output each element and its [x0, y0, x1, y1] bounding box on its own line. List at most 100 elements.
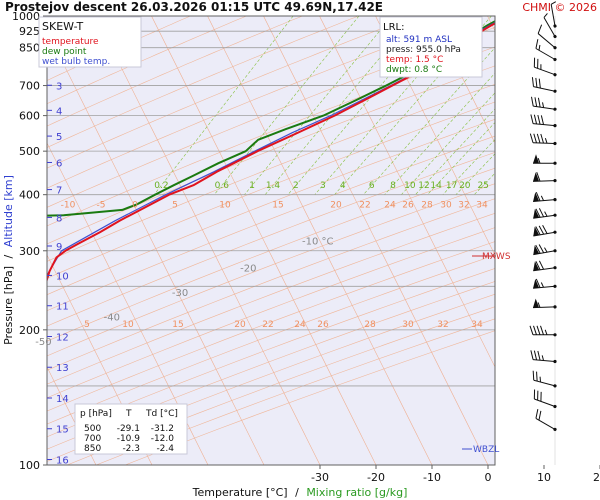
mixing-ratio-label: 8 [390, 181, 396, 191]
table-header-p: p [hPa] [80, 409, 112, 419]
wind-barbs [529, 1, 557, 465]
altitude-tick-label: 7 [56, 186, 62, 197]
lrl-pressure: press: 955.0 hPa [386, 45, 461, 55]
wind-barb-staff [550, 4, 556, 27]
altitude-tick-label: 4 [56, 106, 62, 117]
wind-barb-staff [534, 66, 556, 76]
adiabat-label: 10 [219, 201, 231, 211]
wind-barb-flag [535, 244, 541, 254]
wind-barb-flag [536, 172, 541, 182]
altitude-tick-label: 15 [56, 425, 69, 436]
table-row-850-td: -2.4 [156, 444, 174, 454]
dry-adiabat-line [47, 183, 495, 357]
wind-barb-pennant [533, 245, 540, 255]
grid-labels: -80 °C-70-60-50-40-30-20-10 °C5101520222… [35, 181, 489, 348]
table-header-t: T [125, 409, 132, 419]
adiabat-label: 22 [359, 201, 370, 211]
wind-barb-staff [534, 398, 556, 407]
wind-barb-flag [540, 391, 542, 402]
dry-adiabat-line [47, 16, 416, 169]
wind-barb-flag [535, 409, 539, 419]
wind-barb-flag [542, 225, 548, 234]
wbzl-label: WBZL [473, 445, 499, 455]
table-row-500-p: 500 [84, 424, 101, 434]
mixing-ratio-label: 1.4 [266, 181, 281, 191]
wind-barb [531, 77, 557, 93]
dry-adiabat-line [47, 101, 495, 279]
table-row-500-td: -31.2 [151, 424, 174, 434]
wind-barb-staff [532, 142, 556, 144]
wind-barb-half-flag [539, 376, 542, 383]
wind-barb [533, 278, 557, 289]
lrl-title: LRL: [383, 22, 404, 33]
wind-barb-flag [537, 350, 541, 361]
wind-barb-half-flag [541, 355, 545, 361]
wind-barb-flag [538, 208, 545, 218]
mixing-ratio-line [264, 16, 416, 195]
wind-barb-flag [535, 208, 541, 218]
wind-barb-flag [535, 77, 538, 88]
wind-barb-pennant [533, 226, 540, 237]
mixing-ratio-label: 2 [293, 181, 299, 191]
wind-barb-flag [540, 133, 544, 144]
temperature-tick-label: 0 [485, 471, 492, 484]
wind-barb [529, 325, 557, 337]
adiabat-label: 24 [384, 201, 396, 211]
wind-barb [533, 225, 557, 237]
altitude-tick-label: 10 [56, 271, 69, 282]
mixing-ratio-line [214, 16, 360, 195]
lrl-temperature: temp: 1.5 °C [386, 55, 443, 65]
wind-barb [531, 96, 557, 111]
wind-barb-half-flag [537, 158, 541, 164]
wind-barb-staff [533, 199, 556, 203]
dry-adiabat-line [47, 227, 495, 399]
wind-barb [532, 370, 557, 388]
levels-table: p [hPa] T Td [°C] 500 -29.1 -31.2 700 -1… [74, 403, 188, 455]
temperature-tick-label: 10 [537, 471, 551, 484]
wind-barb-flag [540, 325, 544, 335]
isotherm-line [95, 16, 321, 465]
wind-barb-staff [533, 123, 556, 127]
wind-barb-staff [533, 86, 556, 92]
mixing-ratio-label: 6 [369, 181, 375, 191]
wind-barb [532, 298, 557, 309]
adiabat-label: 15 [172, 320, 183, 330]
isotherm-line [47, 254, 153, 465]
adiabat-label: -5 [97, 201, 106, 211]
wind-barb [533, 192, 557, 203]
altitude-tick-label: 14 [56, 394, 69, 405]
legend-title: SKEW-T [42, 20, 84, 33]
chart-title: Prostejov descent 26.03.2026 01:15 UTC 4… [5, 0, 383, 14]
adiabat-label: 30 [440, 201, 452, 211]
isotherm-label: -50 [35, 337, 51, 348]
dew-point-profile [47, 20, 495, 217]
wind-barb-flag [537, 58, 539, 69]
legend-item-dew-point: dew point [42, 47, 87, 57]
x-axis-title-temperature: Temperature [°C] [192, 486, 288, 499]
x-axis-title-separator: / [295, 486, 299, 499]
wind-barb [533, 57, 557, 77]
dry-adiabat-line [47, 212, 495, 385]
wind-barb [533, 244, 557, 256]
wind-barb-staff [533, 285, 556, 289]
wind-barb-half-flag [544, 329, 548, 335]
mixing-ratio-label: 3 [320, 181, 326, 191]
wind-barb-flag [536, 133, 541, 144]
mixing-ratio-line [455, 153, 495, 195]
dry-adiabat-line [47, 241, 495, 412]
wind-barb-flag [535, 192, 541, 202]
dry-adiabat-line [47, 268, 495, 438]
isotherm-label: -20 [240, 263, 256, 274]
wind-barb-pennant [533, 192, 540, 202]
adiabat-label: -10 [61, 201, 76, 211]
wind-panel [495, 16, 600, 465]
pressure-tick-label: 700 [19, 80, 40, 93]
wind-barb-flag [536, 371, 538, 382]
altitude-tick-label: 13 [56, 363, 69, 374]
wind-barb-flag [537, 114, 541, 125]
lrl-box-frame [379, 16, 483, 78]
mxws-marker: MXWS [472, 252, 511, 262]
wind-barb-pennant [533, 261, 540, 271]
wind-barb-flag [537, 390, 539, 401]
x-axis-title-mixing: Mixing ratio [g/kg] [306, 486, 407, 499]
